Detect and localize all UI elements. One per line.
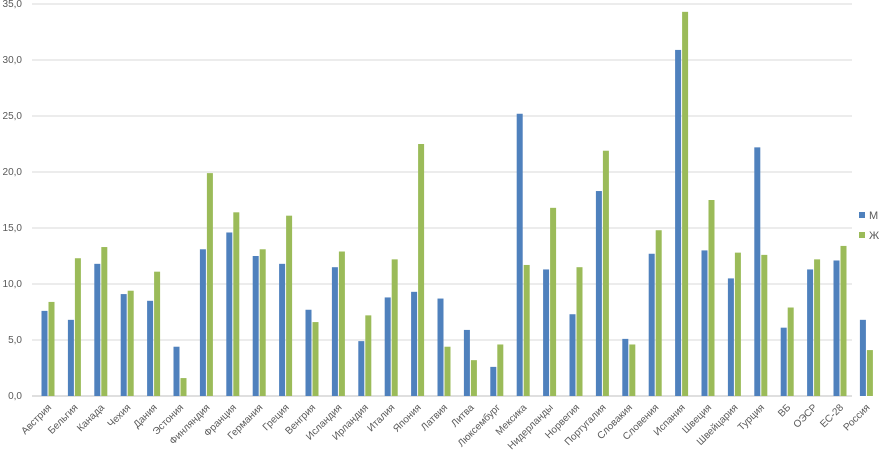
x-category-label: Турция (736, 402, 767, 433)
y-tick-label: 5,0 (8, 335, 22, 346)
bar-zh (444, 346, 451, 396)
bar-m (358, 341, 365, 396)
y-tick-label: 15,0 (3, 223, 23, 234)
bar-m (41, 310, 48, 396)
bar-m (859, 319, 866, 396)
bar-zh (365, 315, 372, 396)
bar-zh (48, 301, 55, 396)
y-tick-label: 0,0 (8, 391, 22, 402)
bar-m (199, 249, 206, 396)
bar-zh (391, 259, 398, 396)
bar-m (543, 269, 550, 396)
bar-m (279, 263, 286, 396)
bar-m (780, 327, 787, 396)
bar-m (648, 253, 655, 396)
legend-label: М (869, 210, 878, 222)
bar-zh (206, 173, 213, 396)
bar-m (833, 260, 840, 396)
x-category-label: Япония (391, 402, 423, 434)
bar-m (331, 267, 338, 396)
bars (41, 11, 873, 397)
bar-zh (602, 150, 609, 396)
bar-m (516, 113, 523, 396)
x-axis-category-labels: АвстрияБельгияКанадаЧехияДанияЭстонияФин… (19, 401, 872, 452)
bar-m (675, 49, 682, 397)
bar-zh (629, 344, 636, 396)
y-tick-label: 10,0 (3, 279, 23, 290)
bar-zh (840, 245, 847, 396)
bar-zh (708, 200, 715, 396)
bar-zh (682, 11, 689, 397)
bar-zh (74, 258, 81, 396)
bar-m (147, 300, 154, 396)
bar-zh (655, 230, 662, 396)
bar-zh (550, 207, 557, 396)
bar-zh (470, 360, 477, 396)
bar-zh (338, 251, 345, 396)
x-category-label: ОЭСР (792, 402, 820, 430)
bar-m (463, 329, 470, 396)
x-category-label: Россия (842, 402, 873, 433)
bar-zh (127, 290, 134, 396)
bar-m (305, 309, 312, 396)
bar-m (569, 314, 576, 396)
bar-zh (523, 264, 530, 396)
bar-m (252, 256, 259, 396)
bar-m (173, 346, 180, 396)
legend-label: Ж (869, 230, 879, 242)
bar-m (622, 338, 629, 396)
bar-zh (312, 322, 319, 396)
bar-zh (576, 267, 583, 396)
bar-m (226, 232, 233, 396)
x-category-label: ВБ (776, 402, 793, 419)
bar-m (595, 191, 602, 396)
bar-m (94, 263, 101, 396)
bar-m (701, 250, 708, 396)
bar-zh (259, 249, 266, 396)
gridlines (32, 3, 852, 397)
bar-zh (418, 144, 425, 396)
bar-zh (154, 271, 161, 396)
y-tick-label: 20,0 (3, 167, 23, 178)
legend-swatch (859, 232, 865, 238)
y-tick-label: 30,0 (3, 55, 23, 66)
bar-zh (286, 215, 293, 396)
legend: МЖ (859, 210, 879, 242)
legend-swatch (859, 212, 865, 218)
bar-m (67, 319, 74, 396)
bar-zh (233, 212, 240, 396)
bar-m (120, 294, 127, 396)
x-category-label: Канада (75, 402, 107, 434)
bar-zh (734, 252, 741, 396)
bar-m (807, 269, 814, 396)
bar-zh (814, 259, 821, 396)
bar-zh (180, 378, 187, 396)
bar-zh (761, 254, 768, 396)
bar-m (754, 147, 761, 396)
bar-m (490, 366, 497, 396)
bar-m (411, 291, 418, 396)
bar-m (437, 298, 444, 396)
y-tick-label: 25,0 (3, 111, 23, 122)
x-category-label: Латвия (419, 402, 450, 433)
y-tick-label: 35,0 (3, 0, 23, 10)
bar-m (727, 278, 734, 396)
bar-m (384, 297, 391, 396)
y-axis-tick-labels: 0,0 5,0 10,0 15,0 20,0 25,0 30,0 35,0 (3, 0, 23, 402)
x-category-label: Чехия (106, 402, 134, 430)
bar-zh (866, 350, 873, 396)
bar-zh (101, 247, 108, 396)
bar-zh (787, 307, 794, 396)
bar-zh (497, 344, 504, 396)
